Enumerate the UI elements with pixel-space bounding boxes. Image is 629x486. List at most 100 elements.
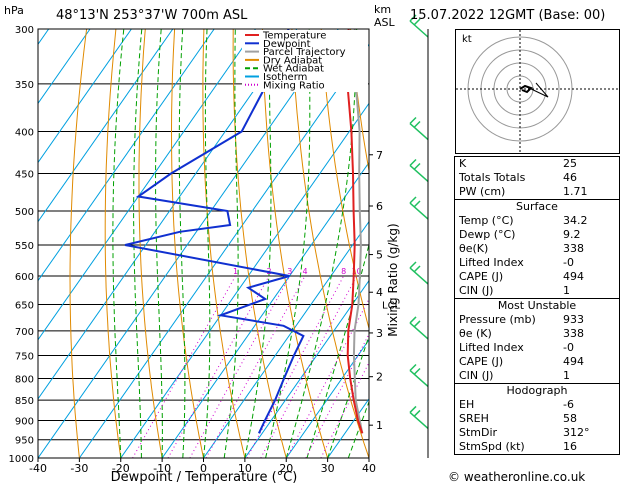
pressure-tick-label: 950 <box>15 436 34 447</box>
mu-row: CIN (J) 1 <box>459 369 570 382</box>
legend-box <box>242 30 368 92</box>
dry-adiabat-line <box>291 29 369 458</box>
pressure-tick-label: 700 <box>15 327 34 338</box>
surface-row: CIN (J) 1 <box>459 284 570 297</box>
wind-barb-flag <box>413 265 421 273</box>
index-totals-row: Totals Totals 46 <box>459 171 577 184</box>
surface-row: Dewp (°C) 9.2 <box>459 228 581 241</box>
wind-barb-staff <box>409 267 429 285</box>
wind-barb-flag <box>409 261 417 269</box>
surface-row: Lifted Index -0 <box>459 256 574 269</box>
hodograph-section: Hodograph EH -6 SREH 58 StmDir 312° StmSpd … <box>455 383 619 454</box>
parcel-trajectory-line <box>352 29 364 434</box>
dry-adiabat-line <box>350 29 369 174</box>
isotherm-line <box>203 220 369 458</box>
hodograph-title: Hodograph <box>506 384 568 397</box>
pressure-tick-label: 750 <box>15 351 34 362</box>
hodo-row: StmDir 312° <box>459 426 590 439</box>
dry-adiabat-line <box>138 29 163 458</box>
mixing-ratio-label: 15 <box>376 267 386 276</box>
hodograph-plot: kt <box>456 30 619 153</box>
location-title: 48°13'N 253°37'W 700m ASL <box>56 8 248 23</box>
x-axis-label: Dewpoint / Temperature (°C) <box>111 470 298 485</box>
hodo-trace <box>519 84 533 94</box>
wind-barb-flag <box>413 120 421 129</box>
wind-barb-flag <box>413 320 421 328</box>
km-tick-label: 7 <box>376 149 383 162</box>
x-tick-label: 10 <box>238 462 252 475</box>
wet-adiabat-line <box>203 29 211 458</box>
mixing-ratio-label: 4 <box>302 267 307 276</box>
wind-barb-staff <box>409 20 429 38</box>
asl-label: ASL <box>374 16 396 29</box>
wind-barb-flag <box>413 367 421 376</box>
pressure-tick-label: 500 <box>15 207 34 218</box>
x-tick-label: -10 <box>153 462 171 475</box>
mixing-ratio-line <box>246 275 345 458</box>
isotherm-line <box>38 29 298 400</box>
wind-barb-flag <box>409 196 417 204</box>
mixing-ratio-label: 3 <box>287 267 292 276</box>
km-tick-label: 1 <box>376 419 383 432</box>
hodo-storm-motion <box>526 82 549 98</box>
x-tick-label: 30 <box>321 462 335 475</box>
wet-adiabat-line <box>112 29 125 458</box>
isotherm-line <box>38 29 91 105</box>
mixing-ratio-label: 8 <box>341 267 346 276</box>
wind-barb-flag <box>413 18 421 26</box>
x-tick-label: 40 <box>362 462 376 475</box>
mixing-ratio-line <box>132 275 236 458</box>
dry-adiabat-line <box>320 29 369 331</box>
dry-adiabat-line <box>202 29 246 458</box>
pressure-tick-label: 900 <box>15 416 34 427</box>
mixing-ratio-label: 1 <box>233 267 238 276</box>
mixing-ratio-line <box>189 275 291 458</box>
wind-barb-flag <box>409 316 417 324</box>
surface-row: θe(K) 338 <box>459 242 584 255</box>
isotherm-line <box>244 279 369 458</box>
mixing-ratio-line <box>320 361 369 458</box>
hodo-row: StmSpd (kt) 16 <box>459 440 577 453</box>
credit-text[interactable]: © weatheronline.co.uk <box>448 470 586 484</box>
hpa-label: hPa <box>4 4 24 17</box>
hodo-row: EH -6 <box>459 398 574 411</box>
isotherm-line <box>38 29 174 223</box>
isotherm-line <box>38 29 339 458</box>
dewpoint-line <box>124 29 305 434</box>
isotherm-line <box>78 43 369 458</box>
wind-barb-flag <box>409 405 417 413</box>
dry-adiabat-line <box>69 29 88 458</box>
most-unstable-section: Most Unstable Pressure (mb) 933 θe (K) 338… <box>455 298 619 383</box>
wind-barb-staff <box>409 411 429 430</box>
mixing-ratio-axis-label: Mixing Ratio (g/kg) <box>386 223 400 336</box>
wet-adiabat-line <box>178 29 186 458</box>
wind-barb-flag <box>413 409 421 417</box>
wet-adiabat-line <box>244 29 272 458</box>
pressure-tick-label: 450 <box>15 169 34 180</box>
wind-barb-staff <box>409 122 429 141</box>
wet-adiabat-line <box>133 29 143 458</box>
km-tick-label: 5 <box>376 249 383 262</box>
mu-row: CAPE (J) 494 <box>459 355 584 368</box>
wind-barb-flag <box>413 200 421 208</box>
km-tick-label: 6 <box>376 200 383 213</box>
pressure-tick-label: 800 <box>15 374 34 385</box>
wind-barb-staff <box>409 322 429 340</box>
wet-adiabat-line <box>285 29 358 458</box>
mu-row: Pressure (mb) 933 <box>459 313 584 326</box>
x-tick-label: 20 <box>279 462 293 475</box>
dry-adiabat-line <box>262 29 329 458</box>
legend-label: Dry Adiabat <box>263 55 322 66</box>
pressure-tick-label: 850 <box>15 396 34 407</box>
wet-adiabat-line <box>265 29 311 458</box>
surface-section: Surface Temp (°C) 34.2 Dewp (°C) 9.2 θe(K)… <box>455 199 619 298</box>
hodo-kt-label: kt <box>462 34 472 45</box>
legend-label: Isotherm <box>263 72 307 83</box>
datetime-title: 15.07.2022 12GMT (Base: 00) <box>410 8 605 23</box>
legend-label: Mixing Ratio <box>263 80 325 91</box>
pressure-tick-label: 550 <box>15 241 34 252</box>
most-unstable-title: Most Unstable <box>497 299 577 312</box>
wind-barb-flag <box>409 14 417 22</box>
pressure-tick-label: 300 <box>15 25 34 36</box>
